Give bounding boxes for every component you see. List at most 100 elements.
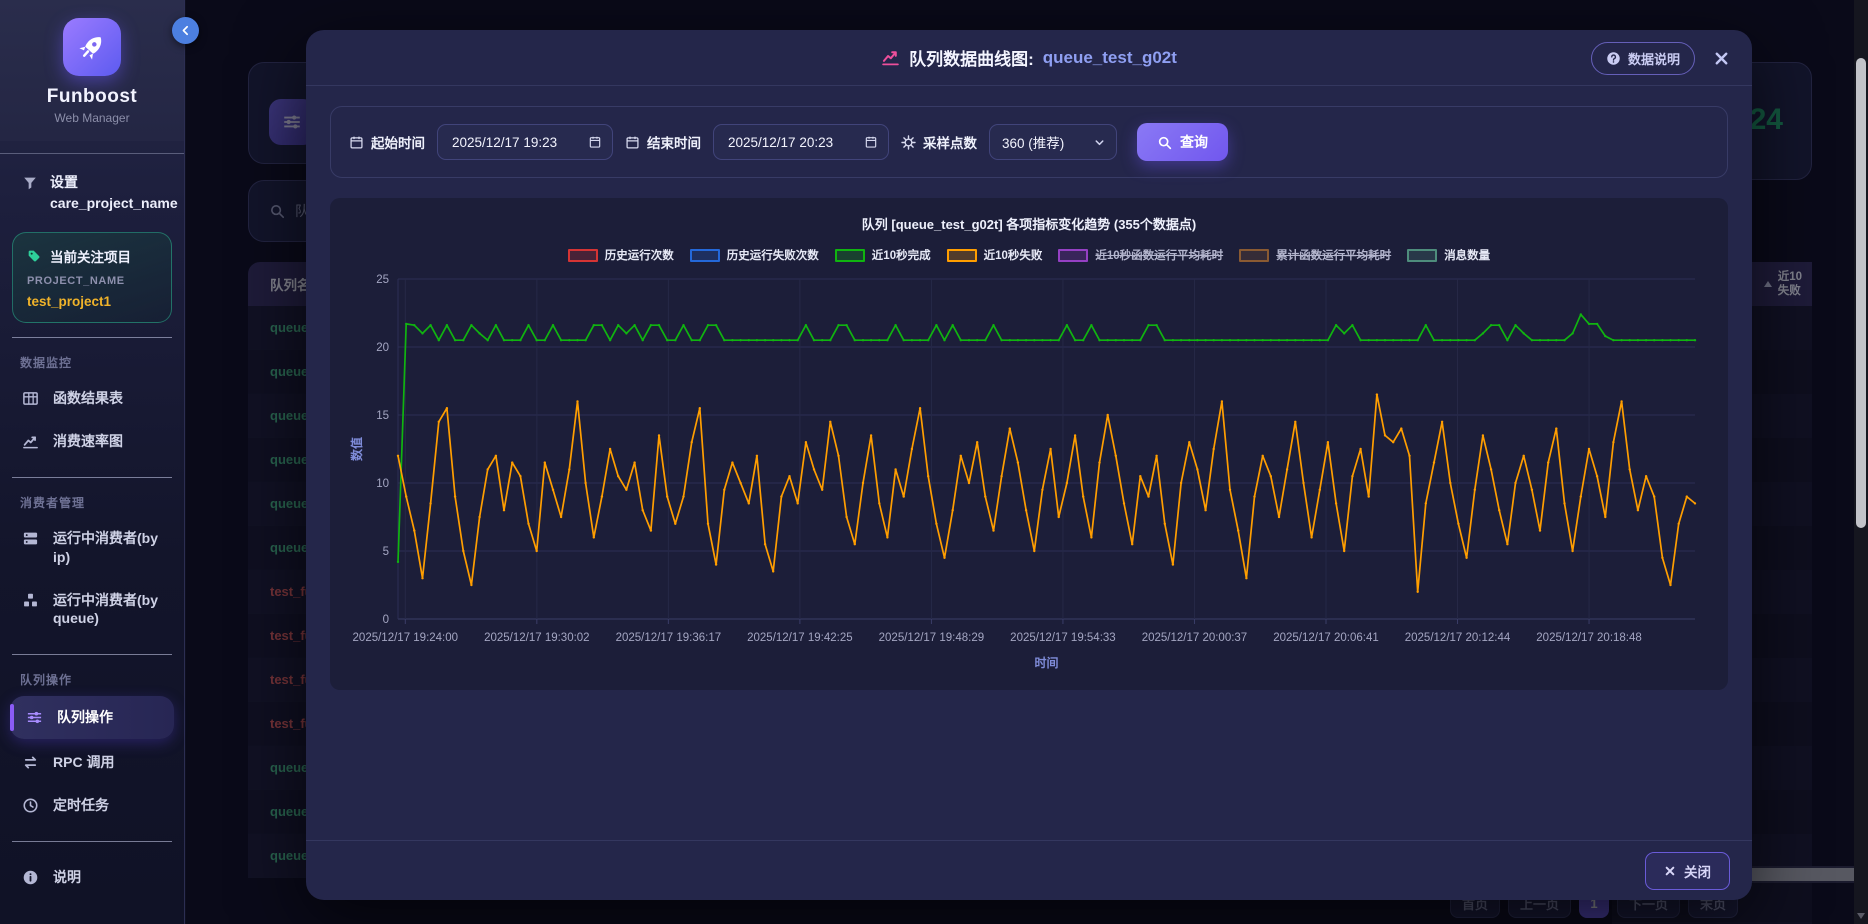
close-icon bbox=[1664, 865, 1676, 877]
modal-footer: 关闭 bbox=[306, 840, 1752, 900]
close-modal-button[interactable]: 关闭 bbox=[1645, 851, 1730, 890]
sort-asc-icon bbox=[1763, 281, 1772, 287]
data-help-button[interactable]: 数据说明 bbox=[1590, 41, 1695, 75]
sidebar-item-exchange[interactable]: RPC 调用 bbox=[0, 741, 184, 784]
datepicker-icon[interactable] bbox=[588, 135, 602, 149]
scroll-down-arrow-icon[interactable] bbox=[1857, 913, 1865, 919]
svg-text:2025/12/17 19:54:33: 2025/12/17 19:54:33 bbox=[1010, 632, 1116, 644]
svg-text:15: 15 bbox=[376, 410, 389, 422]
sidebar-project-filter[interactable]: 设置 care_project_name bbox=[0, 153, 184, 220]
sidebar-item-clock[interactable]: 定时任务 bbox=[0, 784, 184, 827]
sliders-icon bbox=[26, 709, 43, 726]
svg-text:2025/12/17 20:18:48: 2025/12/17 20:18:48 bbox=[1536, 632, 1642, 644]
legend-label: 近10秒函数运行平均耗时 bbox=[1095, 250, 1224, 262]
info-icon bbox=[22, 869, 39, 886]
current-project-card: 当前关注项目 PROJECT_NAME test_project1 bbox=[12, 232, 172, 323]
calendar-icon bbox=[625, 135, 640, 150]
legend-item[interactable]: 累计函数运行平均耗时 bbox=[1239, 247, 1391, 263]
sidebar-collapse-toggle[interactable] bbox=[172, 17, 199, 44]
datepicker-icon[interactable] bbox=[864, 135, 878, 149]
sidebar-item-label: 队列操作 bbox=[57, 709, 113, 726]
chart-line-icon bbox=[22, 433, 39, 450]
chart-legend: 历史运行次数 历史运行失败次数 近10秒完成 近10秒失败 近10秒函数运行平均耗时 累计… bbox=[348, 247, 1710, 263]
legend-label: 历史运行次数 bbox=[604, 250, 674, 262]
legend-color-box bbox=[834, 248, 865, 262]
modal-close-button[interactable] bbox=[1713, 50, 1730, 67]
legend-color-box bbox=[689, 248, 720, 262]
nav-section-label: 数据监控 bbox=[20, 356, 73, 370]
vertical-scrollbar[interactable] bbox=[1854, 0, 1868, 924]
legend-item[interactable]: 近10秒失败 bbox=[946, 247, 1042, 263]
legend-item[interactable]: 历史运行次数 bbox=[567, 247, 674, 263]
legend-label: 近10秒完成 bbox=[871, 250, 931, 262]
filter-label-line2: care_project_name bbox=[50, 195, 178, 211]
current-project-title: 当前关注项目 bbox=[50, 250, 131, 265]
svg-text:2025/12/17 20:06:41: 2025/12/17 20:06:41 bbox=[1273, 632, 1379, 644]
svg-text:0: 0 bbox=[383, 614, 389, 626]
chart-title: 队列 [queue_test_g02t] 各项指标变化趋势 (355个数据点) bbox=[861, 217, 1197, 232]
queue-curve-modal: 队列数据曲线图: queue_test_g02t 数据说明 起始时间 bbox=[306, 30, 1752, 900]
nav-section-label: 消费者管理 bbox=[20, 495, 86, 510]
vertical-scrollbar-thumb[interactable] bbox=[1856, 58, 1866, 528]
chart-trend-icon bbox=[881, 48, 900, 67]
sidebar-item-label: 说明 bbox=[53, 869, 81, 886]
sliders-icon bbox=[282, 112, 302, 132]
question-icon bbox=[1606, 51, 1621, 66]
svg-text:2025/12/17 20:12:44: 2025/12/17 20:12:44 bbox=[1405, 632, 1511, 644]
modal-title: 队列数据曲线图: bbox=[909, 50, 1034, 69]
filter-label-line1: 设置 bbox=[50, 174, 78, 190]
sidebar: Funboost Web Manager 设置 care_project_nam… bbox=[0, 0, 185, 924]
legend-label: 消息数量 bbox=[1444, 250, 1491, 262]
svg-text:2025/12/17 19:24:00: 2025/12/17 19:24:00 bbox=[353, 632, 459, 644]
chevron-down-icon bbox=[1093, 136, 1106, 149]
sidebar-item-label: RPC 调用 bbox=[53, 754, 115, 771]
legend-color-box bbox=[1239, 248, 1270, 262]
app-name: Funboost bbox=[46, 86, 138, 107]
legend-label: 历史运行失败次数 bbox=[726, 250, 819, 262]
svg-text:2025/12/17 20:00:37: 2025/12/17 20:00:37 bbox=[1142, 632, 1248, 644]
chart-panel: 队列 [queue_test_g02t] 各项指标变化趋势 (355个数据点) … bbox=[330, 198, 1728, 690]
legend-color-box bbox=[1058, 248, 1089, 262]
start-time-input[interactable]: 2025/12/17 19:23 bbox=[437, 124, 613, 160]
exchange-icon bbox=[22, 754, 39, 771]
stat-value: 24 bbox=[1749, 103, 1783, 136]
legend-color-box bbox=[1407, 248, 1438, 262]
cubes-icon bbox=[22, 592, 39, 609]
legend-item[interactable]: 近10秒函数运行平均耗时 bbox=[1058, 247, 1223, 263]
sidebar-item-label: 定时任务 bbox=[53, 797, 109, 814]
sample-points-select[interactable]: 360 (推荐) bbox=[989, 124, 1117, 160]
modal-queue-name: queue_test_g02t bbox=[1042, 47, 1177, 67]
search-icon bbox=[269, 203, 285, 219]
sidebar-item-sliders[interactable]: 队列操作 bbox=[10, 696, 174, 740]
legend-item[interactable]: 历史运行失败次数 bbox=[689, 247, 819, 263]
sidebar-item-table[interactable]: 函数结果表 bbox=[0, 377, 184, 420]
svg-text:数值: 数值 bbox=[349, 437, 364, 461]
sidebar-item-chart-line[interactable]: 消费速率图 bbox=[0, 420, 184, 463]
queue-metrics-chart: 0 5 10 15 20 25 2025/12/17 19:24:00 2025/12/17 … bbox=[348, 269, 1710, 688]
end-time-input[interactable]: 2025/12/17 20:23 bbox=[713, 124, 889, 160]
nav-section-label: 队列操作 bbox=[20, 673, 73, 688]
modal-header: 队列数据曲线图: queue_test_g02t 数据说明 bbox=[306, 30, 1752, 86]
sidebar-item-server[interactable]: 运行中消费者(by ip) bbox=[0, 517, 184, 579]
sidebar-item-label: 消费速率图 bbox=[53, 432, 123, 449]
sidebar-item-label: 函数结果表 bbox=[53, 390, 123, 406]
sidebar-divider bbox=[12, 337, 172, 338]
svg-text:时间: 时间 bbox=[1034, 655, 1058, 670]
close-icon bbox=[1713, 50, 1730, 67]
svg-text:25: 25 bbox=[376, 274, 389, 286]
sidebar-nav: 数据监控函数结果表消费速率图消费者管理运行中消费者(by ip) 运行中消费者(b… bbox=[0, 337, 184, 899]
clock-icon bbox=[22, 797, 39, 814]
legend-label: 累计函数运行平均耗时 bbox=[1276, 250, 1392, 262]
svg-text:2025/12/17 19:36:17: 2025/12/17 19:36:17 bbox=[616, 632, 722, 644]
sidebar-divider bbox=[12, 841, 172, 843]
sidebar-divider bbox=[12, 654, 172, 656]
sidebar-item-info[interactable]: 说明 bbox=[0, 856, 184, 899]
svg-text:20: 20 bbox=[376, 342, 389, 354]
legend-item[interactable]: 近10秒完成 bbox=[834, 247, 931, 263]
sidebar-item-cubes[interactable]: 运行中消费者(by queue) bbox=[0, 579, 184, 641]
start-time-label: 起始时间 bbox=[349, 132, 425, 152]
funnel-icon bbox=[22, 175, 38, 191]
legend-item[interactable]: 消息数量 bbox=[1407, 247, 1490, 263]
svg-text:2025/12/17 19:30:02: 2025/12/17 19:30:02 bbox=[484, 632, 590, 644]
query-button[interactable]: 查询 bbox=[1137, 123, 1228, 161]
